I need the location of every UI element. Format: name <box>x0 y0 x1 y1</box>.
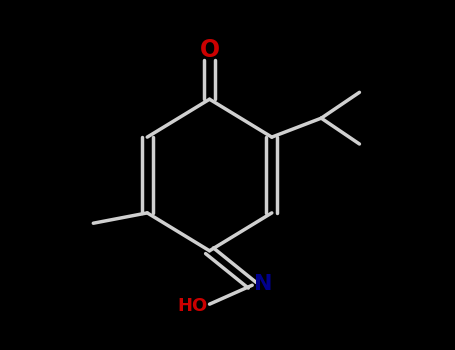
Text: HO: HO <box>177 297 207 315</box>
Text: O: O <box>199 38 220 62</box>
Text: N: N <box>254 273 273 294</box>
